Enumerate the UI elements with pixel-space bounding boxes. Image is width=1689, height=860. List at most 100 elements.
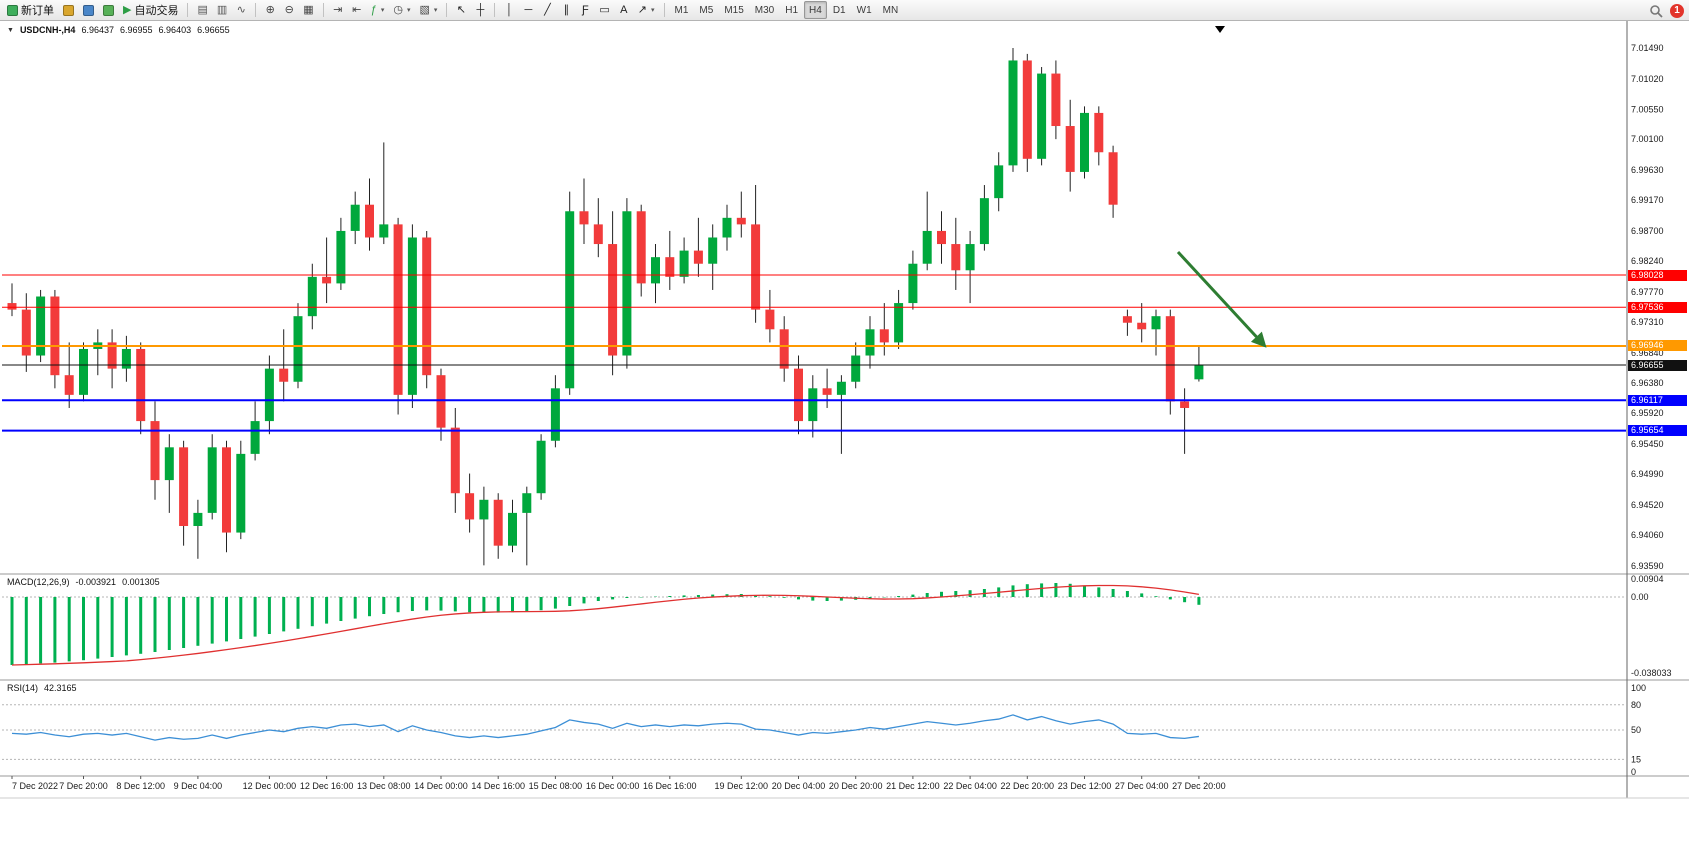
trendline-button[interactable]: ╱ <box>538 1 556 19</box>
tools-button[interactable] <box>59 1 78 19</box>
timeframe-h1-button[interactable]: H1 <box>785 4 799 16</box>
cursor-button[interactable]: ↖ <box>452 1 470 19</box>
chart-candles-button[interactable]: ▥ <box>213 1 231 19</box>
zoom-in-button[interactable]: ⊕ <box>261 1 279 19</box>
time-tick-label: 7 Dec 2022 <box>12 781 58 791</box>
bull-candle <box>522 493 532 513</box>
timeframe-h4-button[interactable]: H4 <box>804 1 827 19</box>
periods-button[interactable]: ◷ ▾ <box>389 1 414 19</box>
bull-candle <box>1008 60 1018 166</box>
tools-icon <box>63 4 74 16</box>
fibonacci-button[interactable]: Ƒ <box>576 1 594 19</box>
shapes-button[interactable]: ▭ <box>595 1 613 19</box>
rsi-tick-label: 100 <box>1631 683 1646 693</box>
zoom-out-button[interactable]: ⊖ <box>280 1 298 19</box>
chart-line-button[interactable]: ∿ <box>232 1 250 19</box>
timeframe-w1-button[interactable]: W1 <box>856 4 872 16</box>
market-watch-button[interactable] <box>79 1 98 19</box>
horizontal-line-button[interactable]: ─ <box>519 1 537 19</box>
timeframe-m15-button[interactable]: M15 <box>724 4 744 16</box>
new-order-button[interactable]: 新订单 <box>3 1 58 19</box>
price-tick-label: 6.94990 <box>1631 469 1664 479</box>
chart-line-icon: ∿ <box>236 3 246 16</box>
price-tick-label: 6.96380 <box>1631 378 1664 388</box>
bear-candle <box>822 388 832 395</box>
search-icon[interactable] <box>1649 4 1663 18</box>
timeframe-m1-button[interactable]: M1 <box>674 4 689 16</box>
bull-candle <box>1194 365 1204 380</box>
symbol-menu-icon[interactable]: ▼ <box>7 26 14 34</box>
bull-candle <box>622 211 632 356</box>
bear-candle <box>493 499 503 546</box>
timeframe-d1-button[interactable]: D1 <box>832 4 846 16</box>
bull-candle <box>164 447 174 481</box>
bear-candle <box>593 224 603 245</box>
arrows-button[interactable]: ↗ ▾ <box>634 1 659 19</box>
indicators-icon: ƒ <box>370 3 377 16</box>
time-tick-label: 19 Dec 12:00 <box>715 781 769 791</box>
notification-badge[interactable]: 1 <box>1670 3 1684 18</box>
indicators-button[interactable]: ƒ ▾ <box>367 1 389 19</box>
templates-dropdown-icon: ▾ <box>433 7 438 14</box>
bear-candle <box>365 204 374 238</box>
tile-windows-button[interactable]: ▦ <box>299 1 317 19</box>
rsi-tick-label: 50 <box>1631 725 1641 735</box>
trendline-icon: ╱ <box>544 3 551 16</box>
macd-tick-label: 0.00 <box>1631 592 1649 602</box>
text-button[interactable]: A <box>615 1 633 19</box>
crosshair-button[interactable]: ┼ <box>471 1 489 19</box>
channel-button[interactable]: ∥ <box>557 1 575 19</box>
annotation-arrow[interactable] <box>1176 250 1267 348</box>
bull-candle <box>350 204 360 231</box>
toolbar-separator <box>494 3 496 17</box>
timeframe-mn-button[interactable]: MN <box>882 4 899 16</box>
periods-dropdown-icon: ▾ <box>406 7 411 14</box>
bull-candle <box>264 368 274 422</box>
auto-trading-button-label: 自动交易 <box>134 5 179 17</box>
bear-candle <box>64 375 74 395</box>
toolbar-separator <box>663 3 665 17</box>
price-tick-label: 7.01020 <box>1631 74 1664 84</box>
bull-candle <box>307 276 317 317</box>
macd-title: MACD(12,26,9) <box>7 577 70 587</box>
bull-candle <box>836 381 846 395</box>
price-tick-label: 6.97310 <box>1631 317 1664 327</box>
bull-candle <box>121 348 131 369</box>
bear-candle <box>779 329 789 369</box>
zoom-out-icon: ⊖ <box>284 3 294 16</box>
time-tick-label: 20 Dec 04:00 <box>772 781 826 791</box>
bull-candle <box>1151 316 1161 330</box>
auto-scroll-button[interactable]: ⇥ <box>329 1 347 19</box>
bear-candle <box>751 224 761 310</box>
indicators-dropdown-icon: ▾ <box>380 7 385 14</box>
vertical-line-button[interactable]: │ <box>500 1 518 19</box>
timeframe-m5-button[interactable]: M5 <box>699 4 714 16</box>
bear-candle <box>1180 401 1190 408</box>
navigator-button[interactable] <box>99 1 118 19</box>
bear-candle <box>1108 152 1118 205</box>
fibonacci-icon: Ƒ <box>582 3 589 16</box>
price-tick-label: 6.94520 <box>1631 500 1664 510</box>
chart-bars-button[interactable]: ▤ <box>193 1 211 19</box>
toolbar-separator <box>187 3 189 17</box>
auto-trading-button[interactable]: ▶ 自动交易 <box>119 1 182 19</box>
time-tick-label: 9 Dec 04:00 <box>174 781 223 791</box>
bear-candle <box>322 276 332 284</box>
timeframe-m30-button[interactable]: M30 <box>754 4 775 16</box>
rsi-tick-label: 80 <box>1631 700 1641 710</box>
price-tick-label: 6.99630 <box>1631 165 1664 175</box>
chart-shift-button[interactable]: ⇤ <box>348 1 366 19</box>
toolbar-separator <box>255 3 257 17</box>
bull-candle <box>979 198 989 245</box>
horizontal-line-icon: ─ <box>524 3 533 16</box>
templates-button[interactable]: ▧ ▾ <box>415 1 441 19</box>
time-tick-label: 14 Dec 16:00 <box>471 781 525 791</box>
macd-main-value: -0.003921 <box>75 577 117 587</box>
time-tick-label: 22 Dec 20:00 <box>1001 781 1055 791</box>
bull-candle <box>965 244 975 271</box>
new-order-button-label: 新订单 <box>21 5 54 17</box>
bull-candle <box>479 499 489 520</box>
price-tick-label: 6.95450 <box>1631 439 1664 449</box>
rsi-indicator-label: RSI(14) 42.3165 <box>7 683 77 693</box>
